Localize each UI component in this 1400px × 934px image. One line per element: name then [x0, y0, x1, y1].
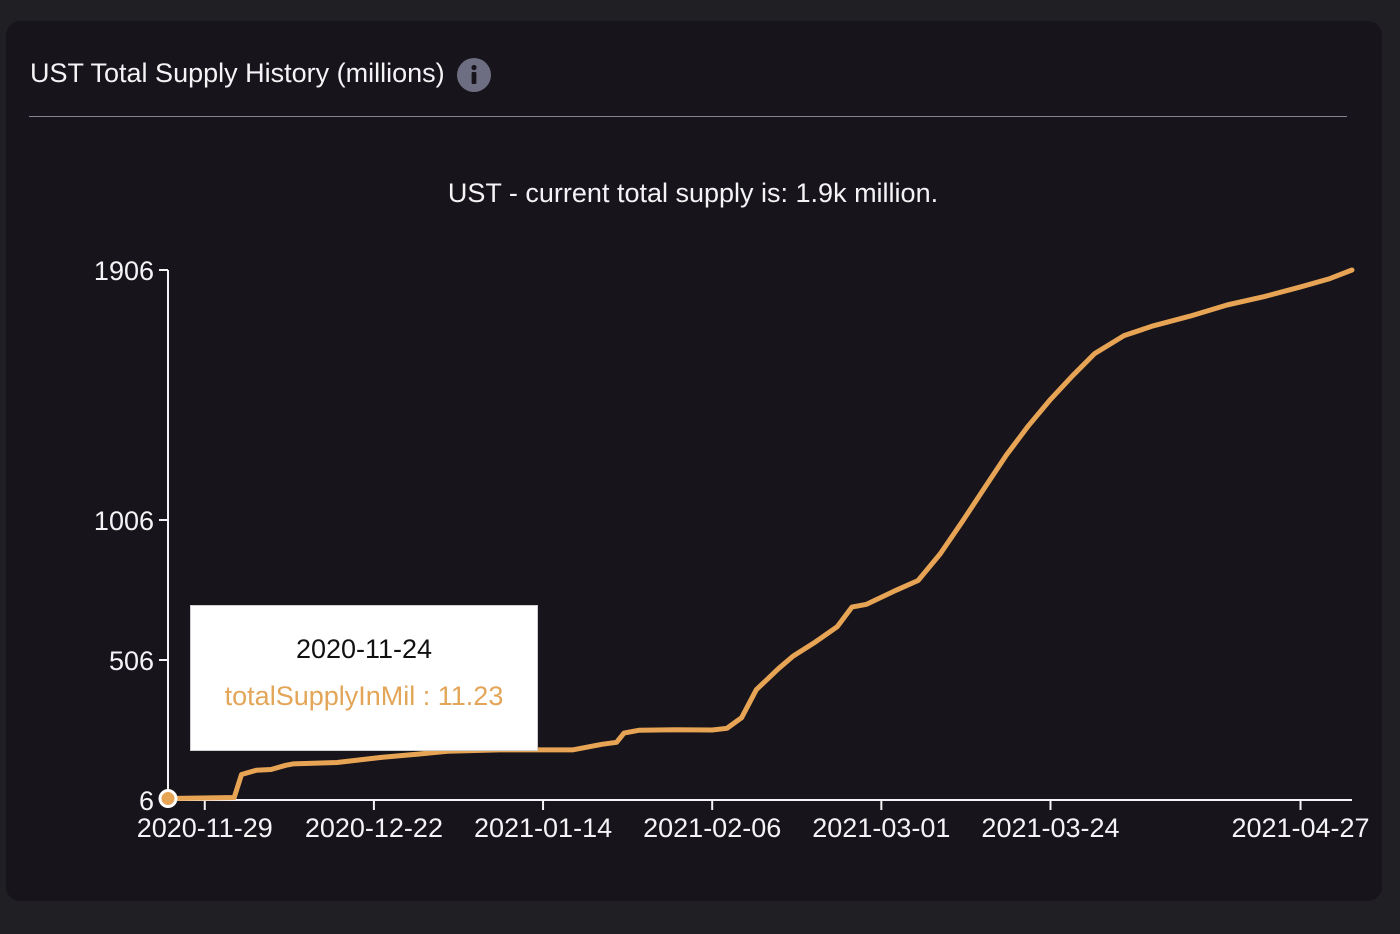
x-tick-label: 2021-02-06	[643, 813, 781, 843]
hover-point-marker	[158, 789, 178, 809]
tooltip-value: 11.23	[437, 681, 504, 711]
supply-series-line	[165, 267, 1355, 801]
panel-title-text: UST Total Supply History (millions)	[30, 57, 445, 88]
tooltip-date: 2020-11-24	[295, 634, 433, 664]
x-tick-label: 2021-03-01	[812, 813, 950, 843]
chart-card	[6, 21, 1382, 901]
tooltip-separator: :	[415, 681, 438, 711]
title-divider	[29, 116, 1347, 117]
x-tick-label: 2020-11-29	[137, 813, 273, 843]
x-tick-label: 2020-12-22	[305, 813, 443, 843]
chart-tooltip: 2020-11-24 totalSupplyInMil : 11.23	[190, 605, 538, 751]
chart-title: UST - current total supply is: 1.9k mill…	[448, 178, 938, 208]
x-tick-label: 2021-04-27	[1231, 813, 1369, 843]
x-tick-label: 2021-01-14	[474, 813, 612, 843]
x-tick-label: 2021-03-24	[981, 813, 1119, 843]
y-tick-label: 1906	[94, 256, 154, 286]
tooltip-value-row: totalSupplyInMil : 11.23	[191, 681, 537, 712]
tooltip-series-label: totalSupplyInMil	[224, 681, 416, 711]
chart-axes: 6 506 1006 1906 2020-11-29 2020-12-22 2021-01-…	[94, 256, 1370, 843]
info-icon[interactable]	[456, 58, 491, 92]
chart-line-layer	[158, 267, 1355, 809]
y-tick-label: 1006	[94, 506, 154, 536]
y-tick-label: 506	[109, 646, 154, 676]
y-tick-label: 6	[139, 786, 154, 816]
panel-title: UST Total Supply History (millions)	[30, 56, 491, 92]
